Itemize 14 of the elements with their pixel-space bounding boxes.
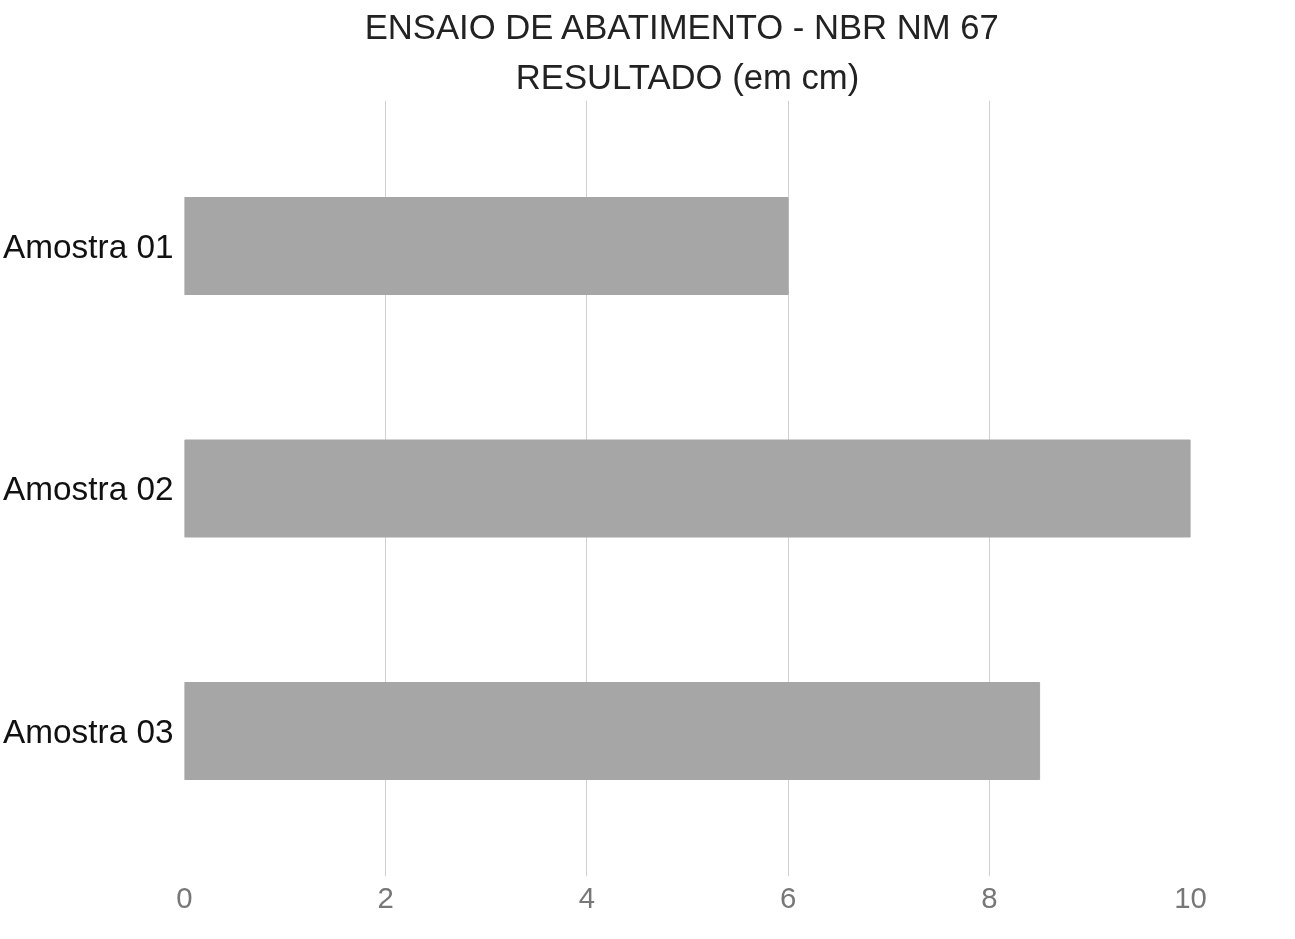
x-tick-label: 0 [176, 880, 193, 914]
bar [184, 197, 789, 295]
x-tick-label: 4 [578, 880, 596, 914]
x-tick-label: 8 [981, 880, 998, 914]
x-tick-label: 2 [377, 880, 394, 914]
y-tick-label: Amostra 01 [3, 227, 174, 265]
y-tick-label: Amostra 02 [3, 470, 174, 507]
chart-subtitle: RESULTADO (em cm) [515, 57, 860, 96]
bar [184, 682, 1041, 780]
chart-title: ENSAIO DE ABATIMENTO - NBR NM 67 [364, 7, 999, 46]
bar [184, 439, 1191, 538]
y-tick-label: Amostra 03 [3, 712, 174, 750]
x-tick-label: 10 [1174, 880, 1207, 914]
x-tick-label: 6 [779, 880, 797, 914]
